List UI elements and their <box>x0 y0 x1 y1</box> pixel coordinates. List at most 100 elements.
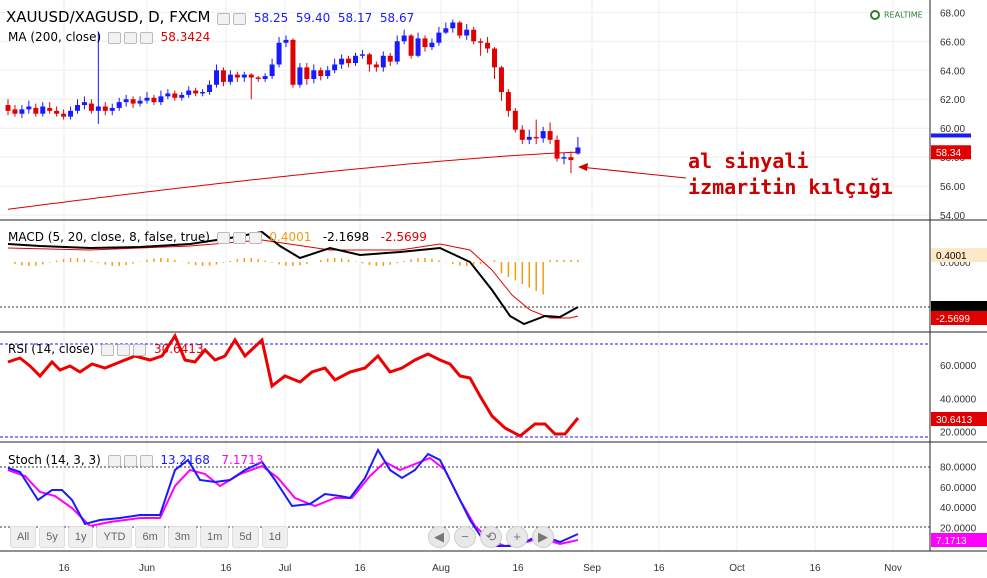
macd-value-badge <box>931 301 987 311</box>
candle-body <box>255 77 261 79</box>
candle-body <box>81 102 87 106</box>
eye-icon[interactable] <box>216 231 230 244</box>
symbol-title: XAUUSD/XAGUSD, D, FXCM <box>6 8 211 26</box>
settings-icon[interactable] <box>232 231 246 244</box>
candle-body <box>533 136 539 139</box>
candle-body <box>512 110 518 130</box>
ma-value: 58.3424 <box>160 30 211 44</box>
clock-icon <box>870 10 880 20</box>
close-icon[interactable] <box>233 12 247 25</box>
candle-body <box>102 106 108 111</box>
settings-icon[interactable] <box>117 343 131 356</box>
candle-body <box>478 41 484 43</box>
rsi-pane <box>0 332 930 438</box>
stoch-tick-label: 80.0000 <box>940 462 977 473</box>
close-icon[interactable] <box>133 343 147 356</box>
range-3m-button[interactable]: 3m <box>167 526 198 548</box>
ohlc-low: 58.17 <box>337 11 373 25</box>
candle-body <box>276 42 282 65</box>
close-icon[interactable] <box>140 31 154 44</box>
candle-body <box>526 136 532 140</box>
annotation-line-1: al sinyali <box>688 149 809 173</box>
eye-icon[interactable] <box>107 454 121 467</box>
range-all-button[interactable]: All <box>10 526 37 548</box>
price-axis: 54.0056.0058.0060.0062.0064.0066.0068.00… <box>931 8 987 547</box>
candle-body <box>464 29 470 36</box>
price-tick-label: 56.00 <box>940 182 965 193</box>
range-1y-button[interactable]: 1y <box>67 526 94 548</box>
candle-body <box>554 139 560 159</box>
candle-body <box>408 35 414 56</box>
main-header: XAUUSD/XAGUSD, D, FXCM 58.25 59.40 58.17… <box>6 8 414 26</box>
ma-value-label: 58.34 <box>936 148 961 159</box>
range-6m-button[interactable]: 6m <box>135 526 165 548</box>
range-ytd-button[interactable]: YTD <box>96 526 133 548</box>
ohlc-open: 58.25 <box>253 11 289 25</box>
close-icon[interactable] <box>139 454 153 467</box>
candle-body <box>283 39 289 43</box>
candle-body <box>457 22 463 36</box>
settings-icon[interactable] <box>124 31 138 44</box>
macd-hist-badge-label: 0.4001 <box>936 251 967 262</box>
candle-body <box>75 105 80 111</box>
rsi-label: RSI (14, close) <box>8 342 95 356</box>
range-5y-button[interactable]: 5y <box>39 526 65 548</box>
close-value-badge <box>931 133 971 138</box>
candle-body <box>12 109 18 114</box>
price-tick-label: 60.00 <box>940 124 965 135</box>
macd-hist-value: 0.4001 <box>269 230 312 244</box>
close-icon[interactable] <box>248 231 262 244</box>
candle-body <box>415 38 421 56</box>
candle-body <box>547 131 553 140</box>
range-1m-button[interactable]: 1m <box>200 526 230 548</box>
candle-body <box>366 54 372 65</box>
candle-body <box>214 70 219 85</box>
candle-body <box>492 48 497 68</box>
scroll-left-button[interactable]: ◀ <box>428 526 450 548</box>
candle-body <box>207 84 213 92</box>
eye-icon[interactable] <box>108 31 122 44</box>
eye-icon[interactable] <box>101 343 115 356</box>
macd-header: MACD (5, 20, close, 8, false, true) 0.40… <box>8 230 427 244</box>
range-1d-button[interactable]: 1d <box>261 526 288 548</box>
candle-body <box>401 35 407 42</box>
candle-body <box>436 32 442 43</box>
zoom-in-button[interactable]: + <box>506 526 528 548</box>
range-selector: All 5y 1y YTD 6m 3m 1m 5d 1d <box>10 526 288 548</box>
candle-body <box>234 74 240 78</box>
ohlc-close: 58.67 <box>379 11 415 25</box>
candle-body <box>165 93 171 97</box>
settings-icon[interactable] <box>217 12 231 25</box>
stoch-tick-label: 60.0000 <box>940 483 977 494</box>
rsi-line <box>7 332 580 438</box>
candle-body <box>346 58 352 64</box>
candle-body <box>485 42 491 49</box>
candle-body <box>318 70 324 77</box>
macd-signal-badge-label: -2.5699 <box>936 314 970 325</box>
candle-body <box>380 55 386 68</box>
candle-body <box>498 67 504 92</box>
rsi-header: RSI (14, close) 30.6413 <box>8 342 204 356</box>
range-5d-button[interactable]: 5d <box>232 526 259 548</box>
candle-body <box>373 64 379 68</box>
candle-body <box>332 64 338 71</box>
candle-body <box>158 96 164 103</box>
zoom-out-button[interactable]: − <box>454 526 476 548</box>
candle-body <box>130 99 136 104</box>
candle-body <box>311 70 317 79</box>
scroll-right-button[interactable]: ▶ <box>532 526 554 548</box>
candle-body <box>220 70 226 82</box>
candle-body <box>505 92 511 111</box>
settings-icon[interactable] <box>123 454 137 467</box>
pane-separators <box>0 0 987 552</box>
price-tick-label: 64.00 <box>940 66 965 77</box>
time-axis: 16 Jun 16 Jul 16 Aug 16 Sep 16 Oct 16 Nov <box>58 563 901 574</box>
annotation-text: al sinyali izmaritin kılçığı <box>688 148 893 200</box>
reset-zoom-button[interactable]: ⟲ <box>480 526 502 548</box>
time-tick-label: Nov <box>884 563 902 574</box>
rsi-tick-label: 20.0000 <box>940 428 977 439</box>
ma-value-badge <box>931 145 971 160</box>
candle-body <box>450 22 456 29</box>
candle-body <box>568 157 574 161</box>
